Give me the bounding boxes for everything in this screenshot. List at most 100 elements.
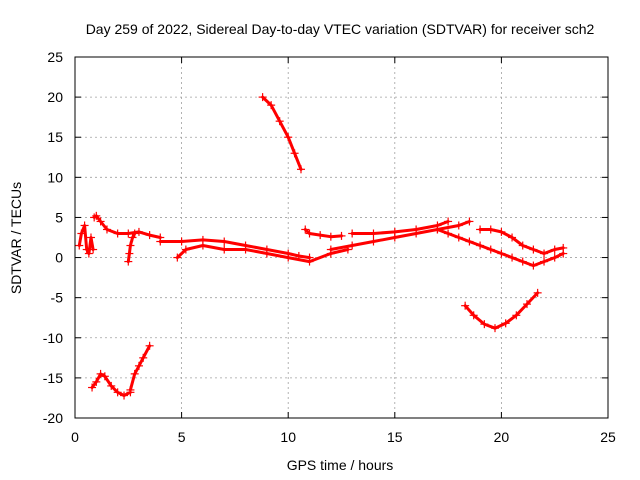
data-point xyxy=(92,211,101,220)
y-axis-title: SDTVAR / TECUs xyxy=(8,182,24,294)
data-point xyxy=(80,221,89,230)
data-point xyxy=(145,341,154,350)
plot-frame xyxy=(74,56,609,419)
data-point xyxy=(126,241,135,250)
y-tick-label: -10 xyxy=(43,330,63,346)
data-point xyxy=(124,257,133,266)
series-line xyxy=(463,291,540,330)
data-point xyxy=(120,391,129,400)
series-layer xyxy=(75,93,568,400)
data-point xyxy=(518,241,527,250)
data-point xyxy=(469,311,478,320)
data-point xyxy=(412,225,421,234)
series-arc-5 xyxy=(173,241,352,266)
data-point xyxy=(348,229,357,238)
data-point xyxy=(305,257,314,266)
data-point xyxy=(476,225,485,234)
series-arc-6 xyxy=(258,93,305,174)
data-point xyxy=(518,257,527,266)
data-point xyxy=(84,249,93,258)
x-tick-label: 10 xyxy=(280,429,296,445)
data-point xyxy=(326,245,335,254)
series-line xyxy=(329,220,471,251)
data-point xyxy=(390,227,399,236)
y-tick-label: 20 xyxy=(47,89,63,105)
x-axis-title: GPS time / hours xyxy=(287,457,394,473)
data-point xyxy=(113,388,122,397)
data-point xyxy=(369,229,378,238)
data-point xyxy=(550,245,559,254)
data-point xyxy=(89,245,98,254)
data-point xyxy=(540,257,549,266)
y-tick-label: -15 xyxy=(43,370,63,386)
data-point xyxy=(444,229,453,238)
data-point xyxy=(100,372,109,381)
data-point xyxy=(267,101,276,110)
series-line xyxy=(175,244,350,264)
data-point xyxy=(559,243,568,252)
series-arc-12 xyxy=(461,288,542,333)
series-arc-10 xyxy=(433,225,568,270)
y-tick-label: -20 xyxy=(43,410,63,426)
x-tick-label: 25 xyxy=(600,429,616,445)
data-point xyxy=(486,225,495,234)
series-line xyxy=(261,95,303,171)
data-point xyxy=(107,381,116,390)
data-point xyxy=(290,149,299,158)
data-point xyxy=(522,300,531,309)
data-point xyxy=(550,253,559,262)
data-point xyxy=(198,241,207,250)
data-point xyxy=(486,245,495,254)
data-point xyxy=(130,229,139,238)
data-point xyxy=(86,233,95,242)
data-point xyxy=(337,231,346,240)
data-point xyxy=(75,241,84,250)
data-point xyxy=(284,253,293,262)
series-arc-8 xyxy=(326,217,474,254)
data-point xyxy=(125,249,134,258)
series-arc-13 xyxy=(88,369,135,400)
x-tick-label: 5 xyxy=(178,429,186,445)
data-point xyxy=(540,249,549,258)
data-point xyxy=(92,377,101,386)
data-point xyxy=(96,369,105,378)
data-point xyxy=(173,253,182,262)
data-point xyxy=(508,233,517,242)
x-tick-label: 0 xyxy=(71,429,79,445)
y-tick-label: 5 xyxy=(55,209,63,225)
data-point xyxy=(454,233,463,242)
series-arc-9 xyxy=(348,217,453,238)
data-point xyxy=(284,133,293,142)
series-arc-14 xyxy=(126,341,154,394)
data-point xyxy=(139,353,148,362)
series-arc-1 xyxy=(75,221,98,258)
data-point xyxy=(348,241,357,250)
series-line xyxy=(128,344,152,392)
series-arc-3 xyxy=(124,229,139,266)
x-tick-label: 20 xyxy=(494,429,510,445)
data-point xyxy=(96,217,105,226)
y-tick-label: 25 xyxy=(47,49,63,65)
data-point xyxy=(480,320,489,329)
data-point xyxy=(497,227,506,236)
data-point xyxy=(220,245,229,254)
data-point xyxy=(508,253,517,262)
data-point xyxy=(454,221,463,230)
series-arc-11 xyxy=(476,225,568,258)
data-point xyxy=(88,383,97,392)
series-arc-7 xyxy=(301,225,346,241)
data-point xyxy=(77,229,86,238)
data-point xyxy=(491,324,500,333)
series-line xyxy=(92,214,162,239)
data-point xyxy=(156,237,165,246)
data-point xyxy=(128,233,137,242)
data-point xyxy=(134,361,143,370)
data-point xyxy=(220,237,229,246)
data-point xyxy=(465,217,474,226)
y-tick-label: -5 xyxy=(51,290,64,306)
data-point xyxy=(433,225,442,234)
data-point xyxy=(126,385,135,394)
series-arc-4 xyxy=(156,235,314,262)
y-tick-label: 15 xyxy=(47,129,63,145)
